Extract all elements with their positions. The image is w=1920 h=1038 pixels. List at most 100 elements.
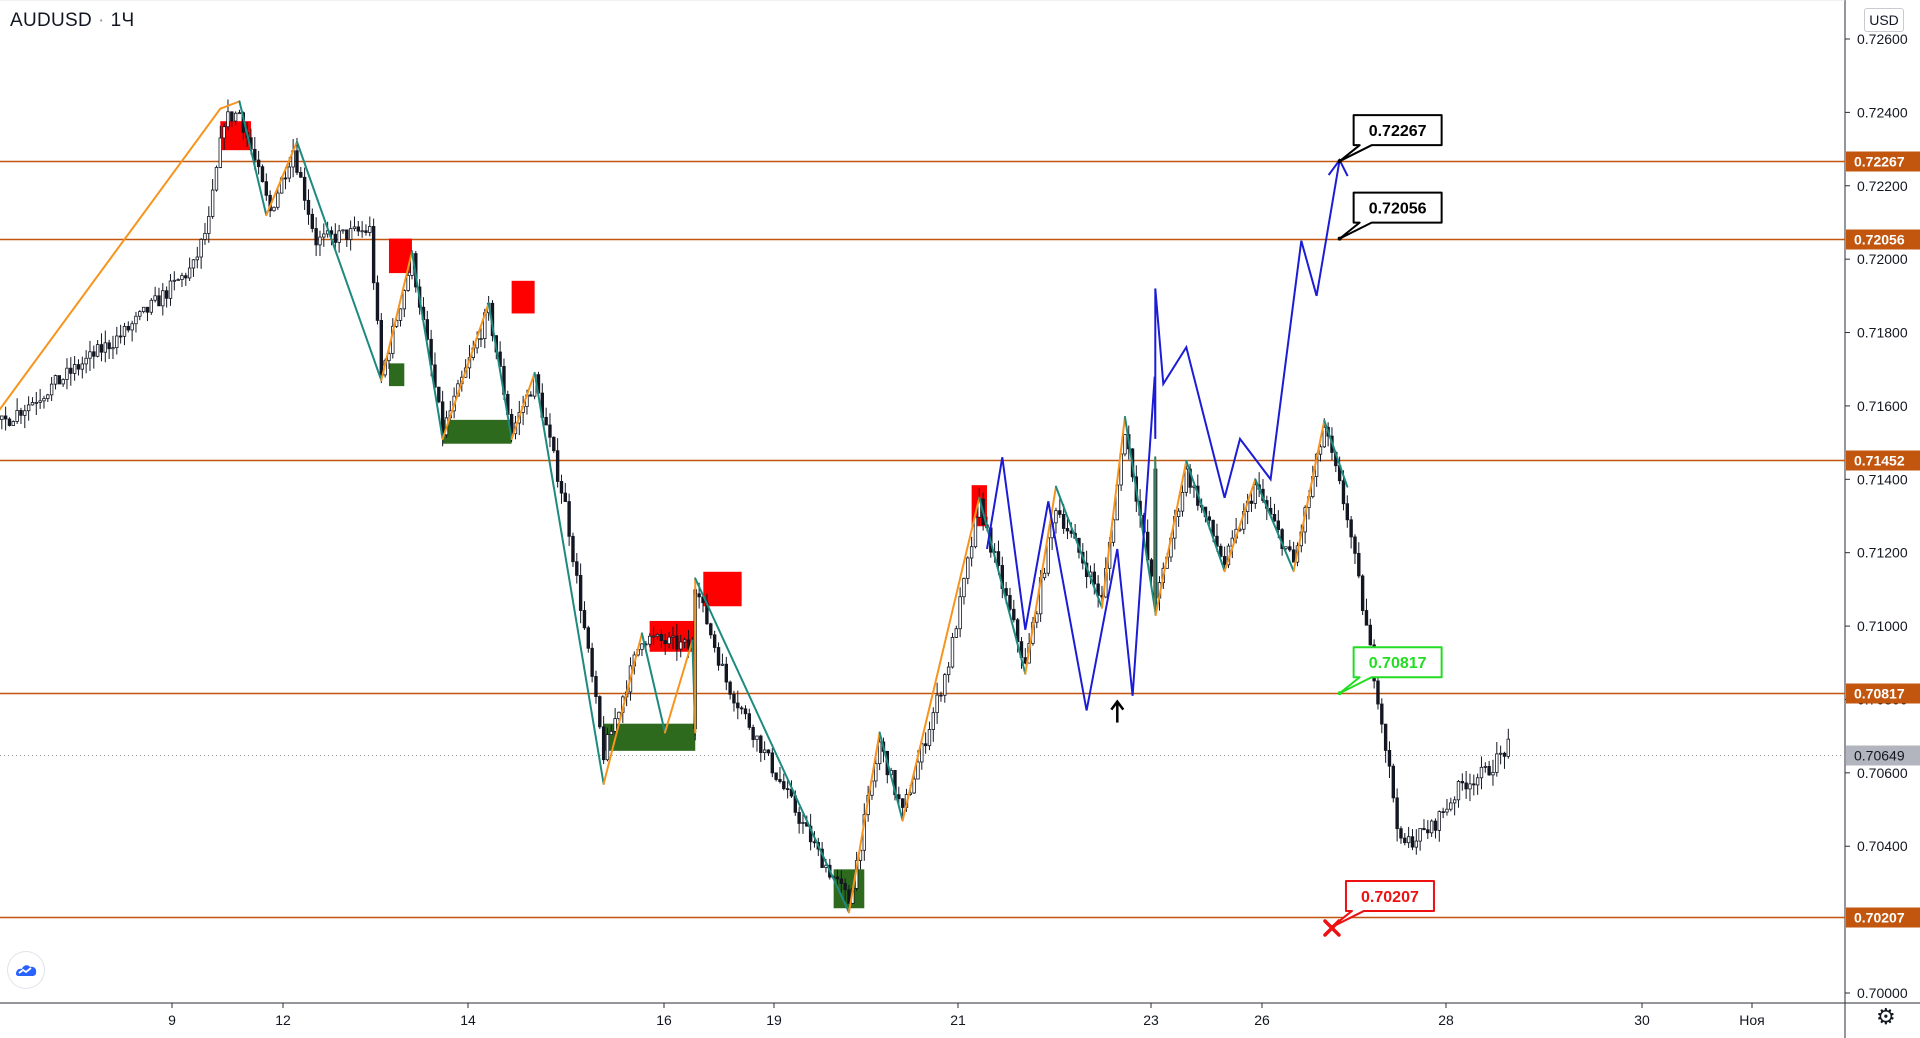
- symbol-name: AUDUSD: [10, 10, 93, 31]
- wave-up-segment[interactable]: [380, 250, 413, 382]
- wave-up-segment[interactable]: [441, 302, 490, 440]
- time-axis[interactable]: 9 12 14 16 19 21 23 26 28 30 Ноя: [168, 1003, 1765, 1028]
- price-axis[interactable]: 0.72600 0.72400 0.72200 0.72000 0.71800 0.716…: [1845, 31, 1920, 1001]
- wave-up-segment[interactable]: [901, 496, 981, 822]
- candle-body: [19, 410, 23, 416]
- candle-body: [333, 233, 337, 243]
- tradingview-cloud-icon[interactable]: [8, 952, 44, 988]
- candle-body: [126, 325, 130, 331]
- y-tick-label: 0.71400: [1857, 471, 1908, 487]
- wave-up-segment[interactable]: [510, 371, 536, 440]
- candle-body: [1418, 828, 1422, 842]
- candle-body: [897, 794, 901, 800]
- price-level-badge: [1846, 907, 1920, 928]
- supply-zone[interactable]: [703, 571, 742, 607]
- supply-zone[interactable]: [511, 280, 535, 314]
- wave-down-segment[interactable]: [694, 577, 850, 914]
- symbol-title[interactable]: AUDUSD · 1Ч: [10, 10, 135, 32]
- wave-up-segment[interactable]: [0, 107, 222, 454]
- candle-body: [218, 137, 222, 168]
- wave-up-segment[interactable]: [265, 140, 298, 217]
- y-tick-label: 0.71800: [1857, 325, 1908, 341]
- gear-icon[interactable]: ⚙: [1876, 1004, 1896, 1029]
- candle-body: [153, 295, 157, 301]
- candle-body: [601, 726, 606, 761]
- candle-body: [1054, 510, 1058, 524]
- target-callout[interactable]: 0.72056: [1337, 191, 1443, 241]
- price-level-badge-label: 0.72056: [1854, 232, 1905, 248]
- price-level-badge-label: 0.72267: [1854, 154, 1905, 170]
- candle-body: [1410, 836, 1415, 848]
- wave-down-segment[interactable]: [295, 140, 383, 382]
- wave-up-segment[interactable]: [1154, 459, 1188, 617]
- stop-callout[interactable]: 0.70207: [1323, 879, 1435, 937]
- candle-body: [839, 878, 843, 884]
- candle-body: [762, 749, 767, 754]
- entry-callout[interactable]: 0.70817: [1337, 646, 1443, 696]
- candle-body: [107, 342, 111, 350]
- candle-body: [130, 323, 134, 331]
- markers: [1110, 699, 1125, 723]
- candle-body: [203, 233, 207, 240]
- candle-body: [563, 492, 567, 502]
- wave-up-segment[interactable]: [1100, 415, 1126, 609]
- candle-body: [1176, 510, 1181, 517]
- wave-down-segment[interactable]: [410, 250, 444, 440]
- callout-box: [1338, 191, 1443, 240]
- wave-up-segment[interactable]: [1223, 478, 1257, 573]
- price-level-badge: [1846, 151, 1920, 172]
- candle-body: [84, 357, 88, 365]
- demand-zone[interactable]: [603, 723, 696, 751]
- candle-body: [1149, 559, 1154, 577]
- candle-body: [732, 693, 736, 704]
- currency-button[interactable]: USD: [1864, 8, 1904, 32]
- wave-up-segment[interactable]: [1292, 419, 1326, 573]
- candle-body: [318, 236, 322, 246]
- candle-body: [115, 335, 119, 349]
- candle-body: [682, 639, 687, 643]
- candle-body: [341, 229, 345, 232]
- callout-label: 0.70207: [1361, 889, 1419, 906]
- candle-body: [1012, 608, 1016, 621]
- wave-down-segment[interactable]: [640, 632, 666, 734]
- candle-body: [1395, 797, 1399, 830]
- demand-zone[interactable]: [388, 363, 405, 387]
- wave-up-segment[interactable]: [847, 731, 881, 914]
- candle-body: [99, 344, 104, 353]
- wave-down-segment[interactable]: [1054, 485, 1103, 609]
- candle-body: [1387, 749, 1392, 767]
- callout-box: [1338, 646, 1443, 695]
- candle-body: [214, 167, 219, 191]
- demand-zone[interactable]: [442, 419, 512, 444]
- wave-up-segment[interactable]: [219, 100, 241, 110]
- title-separator: ·: [98, 10, 105, 31]
- wave-up-segment[interactable]: [663, 639, 694, 734]
- candle-body: [352, 226, 357, 229]
- supply-zone[interactable]: [388, 238, 412, 274]
- x-tick-label: 26: [1254, 1012, 1270, 1028]
- wave-down-segment[interactable]: [487, 302, 513, 440]
- candle-body: [555, 450, 560, 482]
- wave-down-segment[interactable]: [978, 496, 1027, 675]
- wave-up-segment[interactable]: [602, 632, 643, 785]
- candle-body: [1495, 753, 1499, 773]
- wave-down-segment[interactable]: [1254, 478, 1295, 573]
- candle-body: [264, 181, 268, 196]
- candle-body: [11, 421, 15, 426]
- candle-body: [609, 730, 613, 735]
- candle-body: [923, 743, 928, 747]
- wave-down-segment[interactable]: [533, 371, 605, 785]
- wave-down-segment[interactable]: [878, 731, 904, 822]
- callouts: 0.72267 0.72056 0.70817 0.70207: [1323, 114, 1443, 937]
- wave-down-segment[interactable]: [1123, 415, 1157, 613]
- candle-body: [95, 344, 100, 357]
- target-callout[interactable]: 0.72267: [1337, 114, 1443, 164]
- candle-body: [3, 415, 8, 420]
- wave-down-segment[interactable]: [238, 100, 268, 217]
- wave-down-segment[interactable]: [1185, 459, 1226, 573]
- projection-polyline[interactable]: [986, 159, 1341, 711]
- wave-down-segment[interactable]: [1323, 419, 1349, 488]
- candles: [0, 99, 1510, 904]
- candle-body: [360, 230, 364, 233]
